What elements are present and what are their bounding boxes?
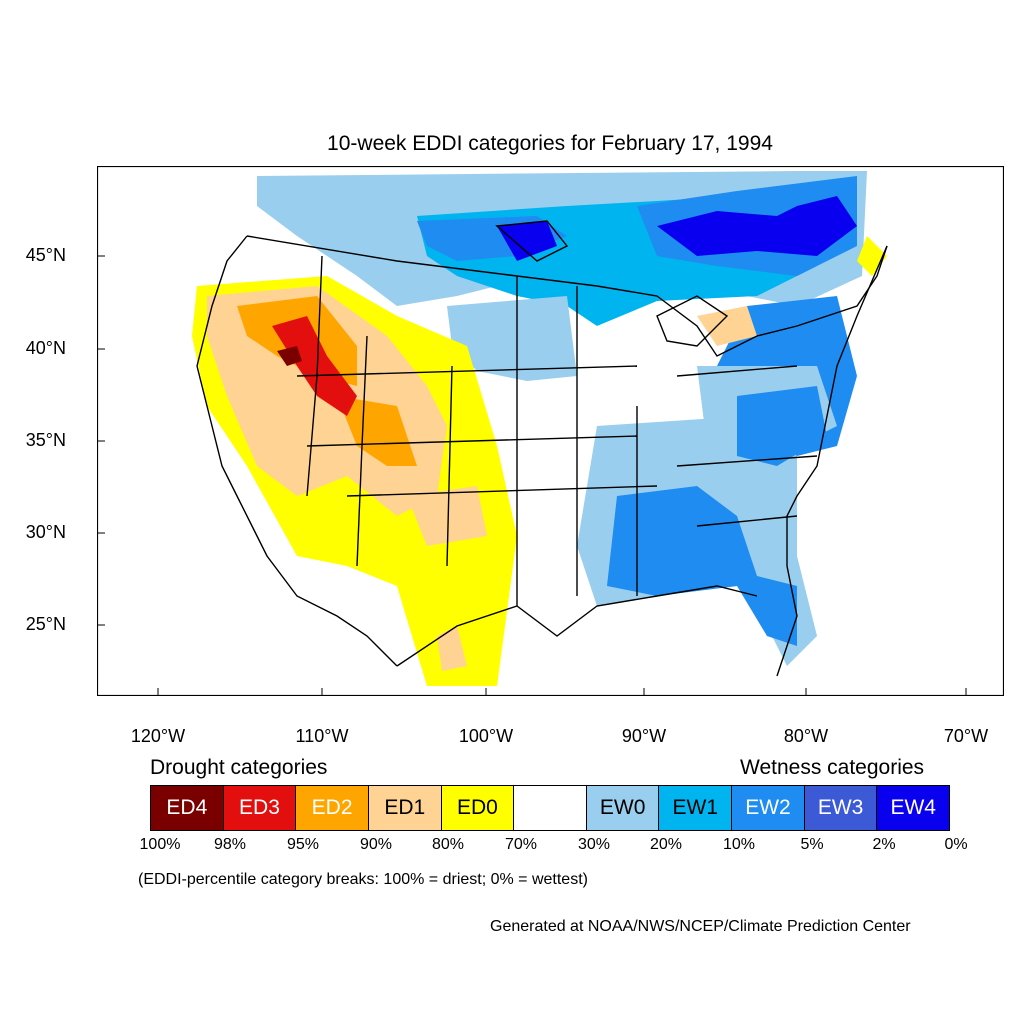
lat-label-35: 35°N — [25, 430, 66, 450]
break-label: 80% — [431, 836, 465, 853]
lon-label-120: 120°W — [130, 726, 186, 746]
category-note: (EDDI-percentile category breaks: 100% =… — [138, 871, 588, 888]
lon-label-70: 70°W — [943, 726, 989, 746]
legend-ew2: EW2 — [732, 786, 805, 830]
drought-heading: Drought categories — [150, 756, 328, 779]
boundaries — [196, 220, 888, 677]
legend-ew3: EW3 — [804, 786, 878, 830]
break-label: 70% — [504, 836, 538, 853]
lat-label-30: 30°N — [25, 522, 66, 542]
lon-label-110: 110°W — [295, 726, 349, 746]
lat-label-40: 40°N — [25, 338, 66, 358]
legend-ed1: ED1 — [368, 786, 442, 830]
legend-ew0: EW0 — [586, 786, 660, 830]
break-label: 90% — [359, 836, 393, 853]
break-label: 30% — [577, 836, 611, 853]
break-label: 100% — [139, 836, 181, 853]
lon-label-100: 100°W — [458, 726, 514, 746]
credit-line: Generated at NOAA/NWS/NCEP/Climate Predi… — [490, 918, 911, 935]
lat-label-25: 25°N — [25, 614, 66, 634]
axis-ticks — [97, 255, 967, 696]
legend-ew4: EW4 — [877, 786, 950, 830]
map-title: 10-week EDDI categories for February 17,… — [327, 132, 773, 155]
map-panel — [97, 166, 1004, 696]
lon-label-90: 90°W — [621, 726, 667, 746]
lon-label-80: 80°W — [783, 726, 829, 746]
break-label: 95% — [286, 836, 320, 853]
break-label: 0% — [944, 836, 968, 853]
break-label: 5% — [800, 836, 824, 853]
wetness-heading: Wetness categories — [740, 756, 925, 779]
lat-label-45: 45°N — [25, 245, 66, 265]
break-label: 10% — [722, 836, 756, 853]
break-label: 20% — [649, 836, 683, 853]
category-legend: ED4 ED3 ED2 ED1 ED0 EW0 EW1 EW2 EW3 EW4 — [150, 785, 950, 831]
legend-neutral — [514, 786, 587, 830]
drought-regions — [192, 236, 887, 686]
legend-ed3: ED3 — [223, 786, 297, 830]
legend-ew1: EW1 — [659, 786, 733, 830]
legend-ed2: ED2 — [296, 786, 369, 830]
legend-ed4: ED4 — [151, 786, 224, 830]
break-label: 2% — [872, 836, 896, 853]
break-label: 98% — [213, 836, 247, 853]
legend-ed0: ED0 — [441, 786, 515, 830]
